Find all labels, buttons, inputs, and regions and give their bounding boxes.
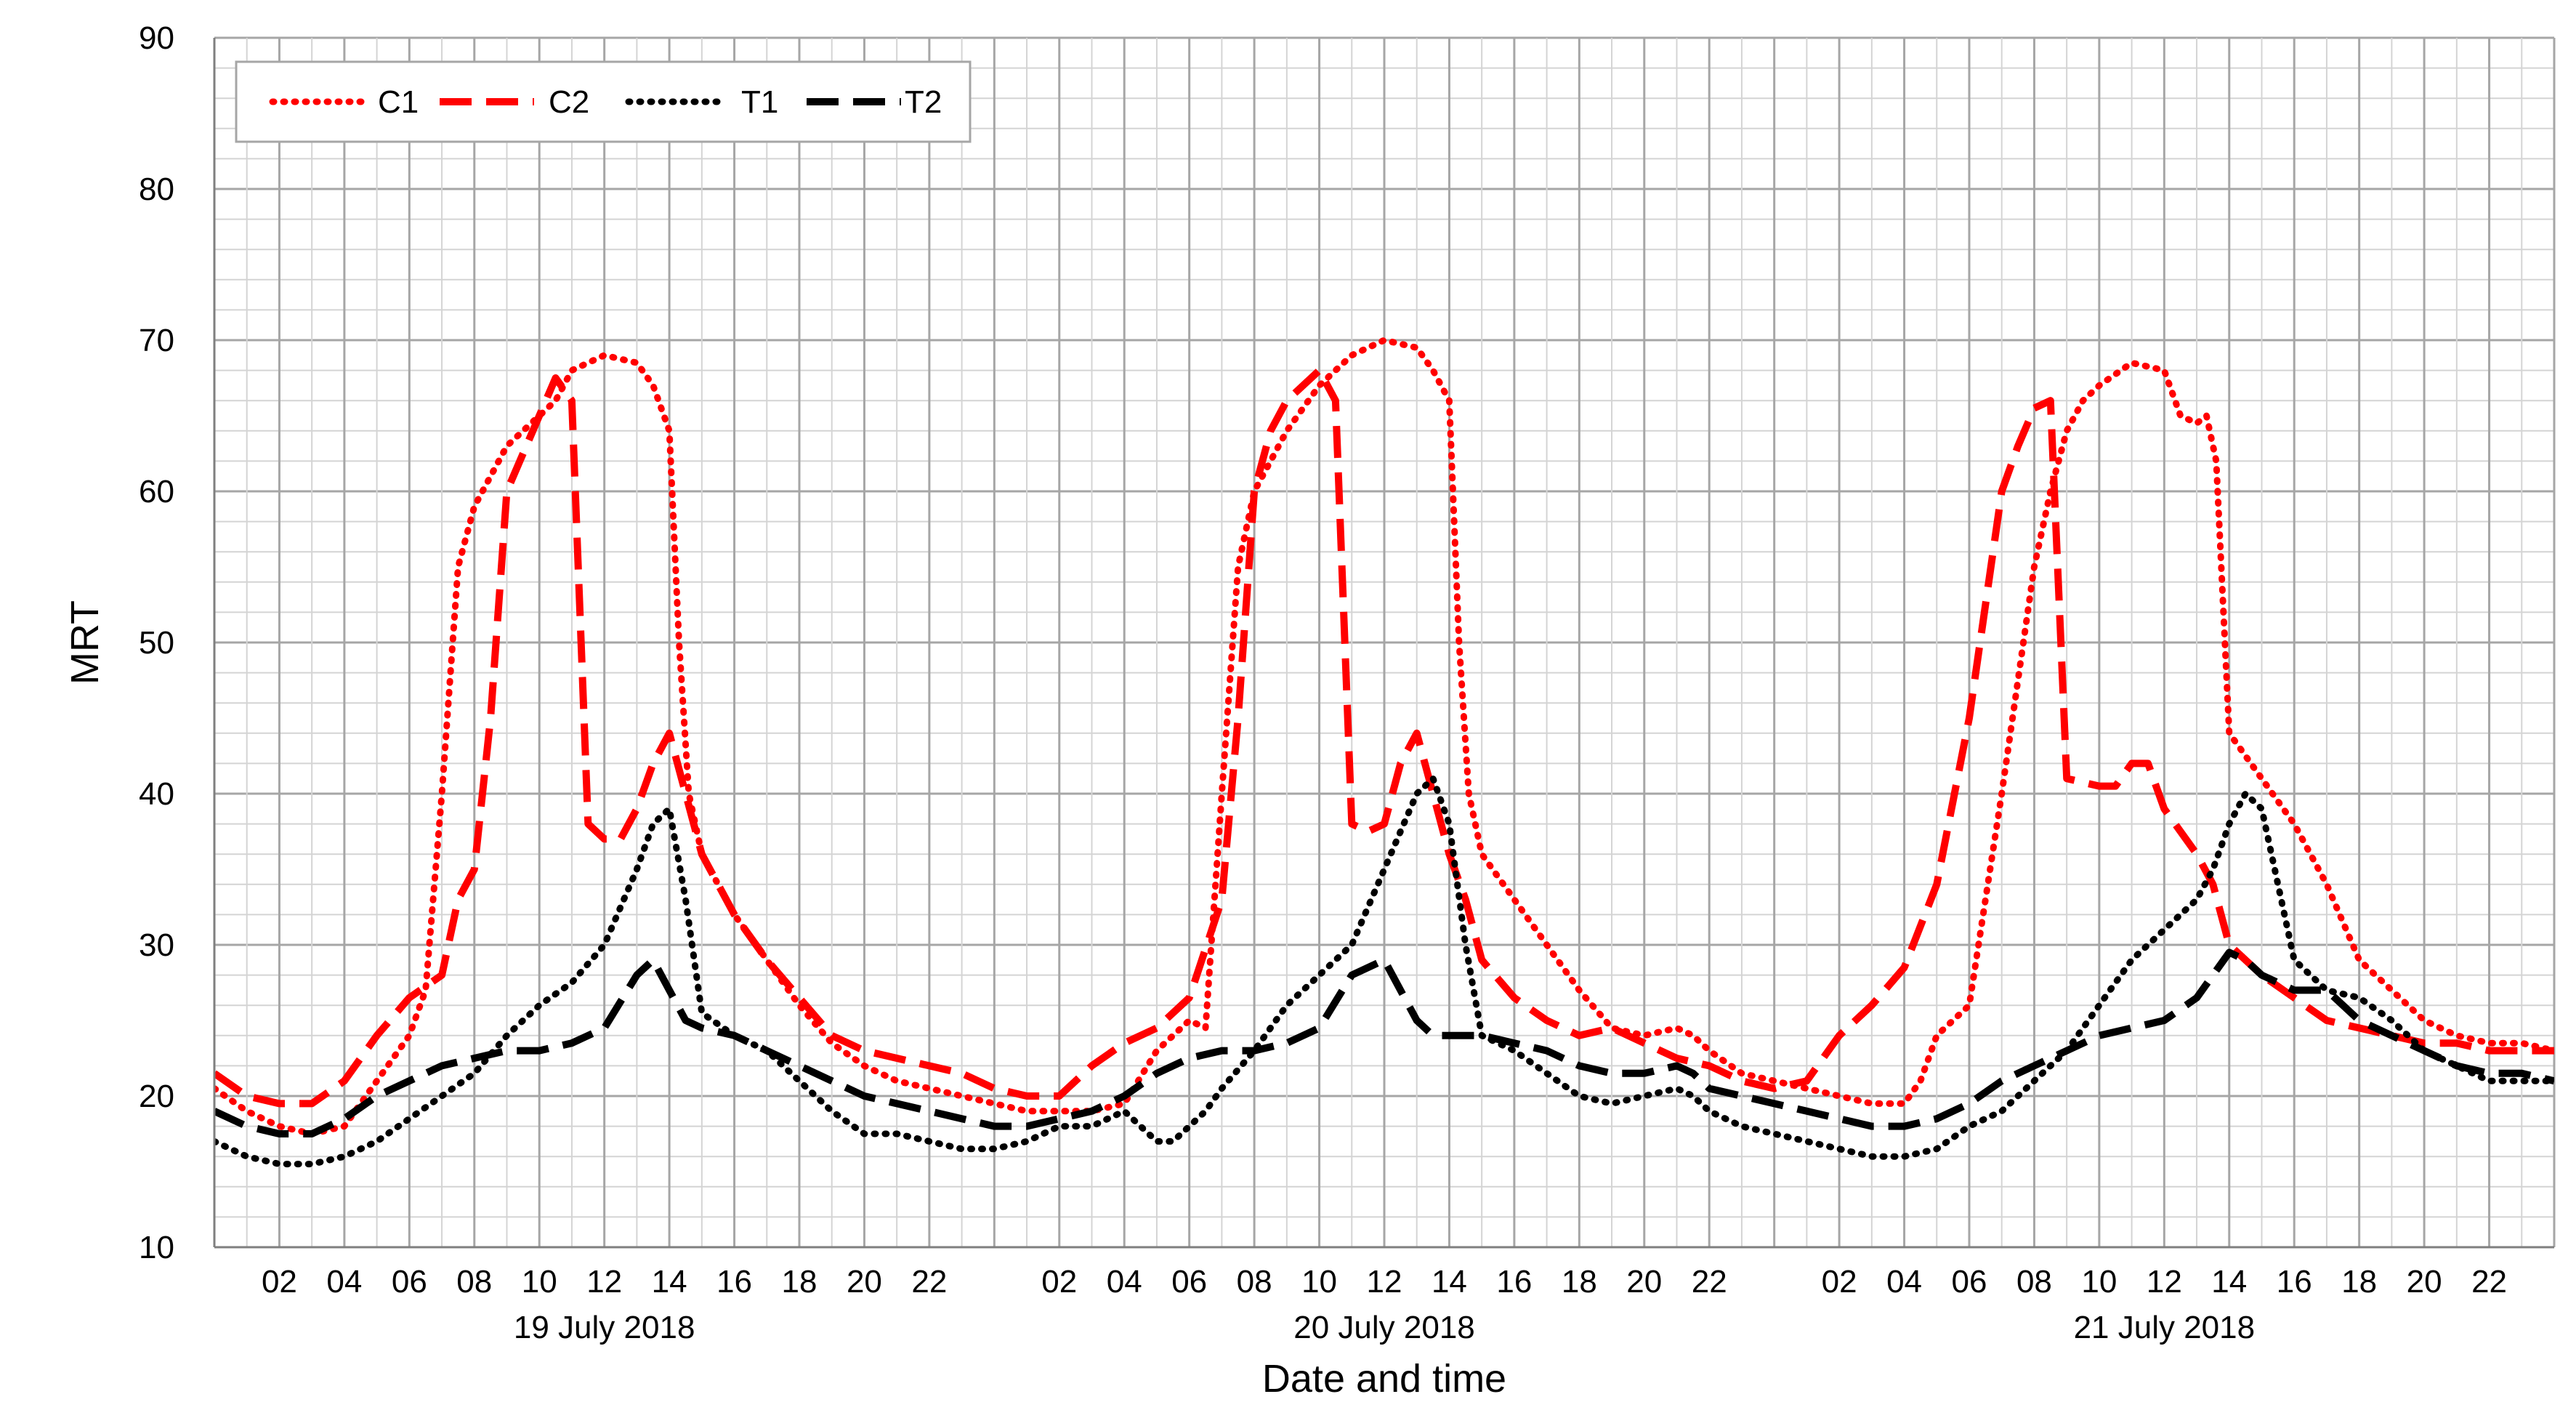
- x-tick-label: 06: [1952, 1264, 1987, 1300]
- x-tick-label: 16: [1496, 1264, 1532, 1300]
- legend-label: T1: [741, 84, 778, 120]
- grid: [213, 36, 2556, 1249]
- x-tick-label: 16: [716, 1264, 752, 1300]
- x-tick-label: 04: [1886, 1264, 1922, 1300]
- x-tick-label: 22: [1692, 1264, 1727, 1300]
- x-tick-label: 18: [782, 1264, 817, 1300]
- y-tick-label: 80: [139, 172, 174, 207]
- x-tick-label: 20: [2407, 1264, 2442, 1300]
- x-tick-label: 06: [392, 1264, 427, 1300]
- legend-label: C2: [549, 84, 589, 120]
- x-day-label: 20 July 2018: [1293, 1310, 1475, 1345]
- series-line-t1: [214, 775, 2554, 1168]
- x-tick-label: 14: [2211, 1264, 2247, 1300]
- x-tick-label: 02: [1041, 1264, 1077, 1300]
- x-tick-label: 06: [1171, 1264, 1207, 1300]
- y-tick-label: 70: [139, 323, 174, 358]
- x-tick-label: 22: [911, 1264, 947, 1300]
- legend: C1 C2 T1 T2: [235, 60, 972, 143]
- x-tick-label: 18: [1562, 1264, 1597, 1300]
- y-tick-label: 50: [139, 625, 174, 661]
- x-tick-label: 22: [2471, 1264, 2507, 1300]
- y-tick-label: 90: [139, 20, 174, 56]
- x-tick-label: 14: [1432, 1264, 1467, 1300]
- x-tick-label: 10: [1301, 1264, 1337, 1300]
- x-tick-label: 02: [1822, 1264, 1857, 1300]
- x-tick-label: 18: [2341, 1264, 2377, 1300]
- x-tick-label: 20: [1626, 1264, 1662, 1300]
- x-tick-label: 10: [522, 1264, 557, 1300]
- x-tick-label: 20: [847, 1264, 882, 1300]
- x-tick-label: 12: [1367, 1264, 1402, 1300]
- series-line-c1: [214, 337, 2554, 1137]
- series-lines: [214, 337, 2554, 1168]
- y-tick-label: 30: [139, 927, 174, 963]
- x-tick-label: 04: [1107, 1264, 1142, 1300]
- x-tick-label: 12: [586, 1264, 622, 1300]
- x-axis-title: Date and time: [1262, 1357, 1506, 1401]
- x-tick-label: 10: [2081, 1264, 2117, 1300]
- series-line-t2: [214, 948, 2554, 1137]
- x-tick-label: 08: [1237, 1264, 1272, 1300]
- y-tick-label: 40: [139, 776, 174, 812]
- x-tick-label: 08: [456, 1264, 492, 1300]
- axes: 10 20 30 40 50 60 70 80 90 02 04 06 08 10 12 14 16 18 20 22…: [139, 20, 2554, 1345]
- series-line-c2: [214, 366, 2554, 1108]
- x-tick-label: 02: [262, 1264, 297, 1300]
- y-tick-label: 10: [139, 1230, 174, 1265]
- legend-label: C1: [378, 84, 419, 120]
- x-tick-label: 16: [2277, 1264, 2312, 1300]
- x-tick-label: 08: [2016, 1264, 2052, 1300]
- y-axis-title: MRT: [63, 600, 107, 685]
- legend-label: T2: [905, 84, 942, 120]
- y-tick-label: 20: [139, 1079, 174, 1114]
- y-tick-label: 60: [139, 474, 174, 509]
- x-day-label: 19 July 2018: [514, 1310, 695, 1345]
- x-tick-label: 14: [652, 1264, 687, 1300]
- x-tick-label: 04: [326, 1264, 362, 1300]
- x-tick-label: 12: [2147, 1264, 2182, 1300]
- x-day-label: 21 July 2018: [2074, 1310, 2256, 1345]
